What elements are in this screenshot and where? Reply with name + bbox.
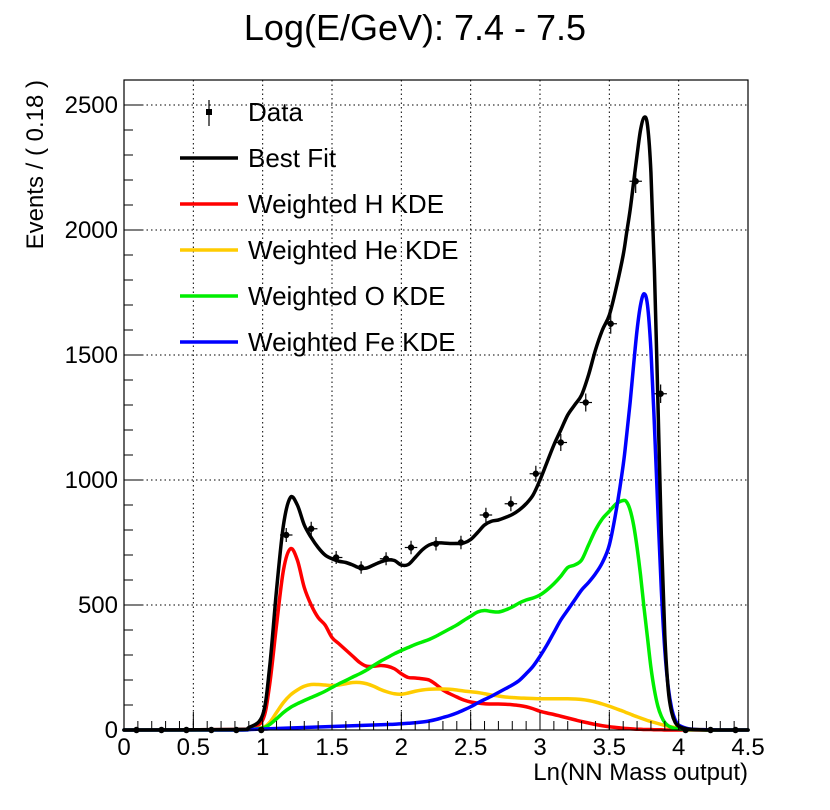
x-tick-label: 2 [395, 734, 408, 761]
series-line-best-fit [122, 115, 750, 732]
series-line-weighted-h-kde [122, 546, 750, 732]
data-point-marker [308, 525, 315, 532]
data-point-marker [607, 320, 614, 327]
data-point [654, 384, 667, 403]
data-point-marker [532, 470, 540, 477]
legend-label: Weighted Fe KDE [248, 327, 456, 357]
x-tick-label: 1.5 [315, 734, 348, 761]
x-tick-label: 4 [672, 734, 685, 761]
axes: 0 0.5 1 1.5 2 2.5 3 3.5 4 4.5 0 500 1000 1500 2000 2500 [65, 79, 765, 761]
data-point [329, 551, 343, 564]
data-point [304, 521, 318, 536]
data-point [529, 465, 543, 482]
y-axis-label: Events / ( 0.18 ) [22, 80, 49, 249]
legend-item-weighted-he-kde: Weighted He KDE [180, 235, 459, 265]
data-point [579, 393, 592, 412]
data-point-marker [382, 555, 390, 562]
y-tick-label: 2500 [65, 92, 118, 119]
series-line-weighted-o-kde [122, 498, 750, 732]
data-point-marker [332, 554, 340, 561]
data-point-marker [582, 399, 589, 406]
data-point-marker [507, 500, 515, 507]
data-point-marker [632, 178, 639, 185]
data-point [280, 528, 293, 542]
chart-title: Log(E/GeV): 7.4 - 7.5 [244, 7, 586, 48]
x-tick-label: 0.5 [177, 734, 210, 761]
data-point [404, 540, 418, 555]
data-point-marker [432, 540, 440, 547]
data-point-marker [457, 539, 465, 546]
data-point [379, 552, 393, 566]
legend-data-marker [206, 109, 212, 115]
data-point [554, 434, 568, 451]
y-tick-label: 0 [105, 717, 118, 744]
data-point-marker [407, 544, 415, 551]
series-line-weighted-he-kde [122, 680, 750, 732]
x-tick-label: 2.5 [454, 734, 487, 761]
legend-label: Data [248, 97, 303, 127]
x-tick-label: 1 [256, 734, 269, 761]
data-point [604, 313, 617, 334]
y-tick-label: 500 [78, 592, 118, 619]
data-point-marker [482, 511, 490, 519]
x-tick-label: 3 [533, 734, 546, 761]
legend-item-best-fit: Best Fit [180, 143, 337, 173]
y-tick-label: 2000 [65, 217, 118, 244]
legend-label: Weighted He KDE [248, 235, 459, 265]
data-point [479, 507, 493, 523]
y-tick-label: 1000 [65, 467, 118, 494]
series-line-weighted-fe-kde [122, 292, 750, 732]
legend-item-weighted-o-kde: Weighted O KDE [180, 281, 446, 311]
legend-item-data: Data [206, 97, 303, 127]
data-point [429, 537, 443, 551]
data-point [354, 561, 368, 574]
legend-item-weighted-h-kde: Weighted H KDE [180, 189, 444, 219]
data-point [504, 496, 518, 512]
grid [124, 80, 748, 730]
data-point-marker [357, 564, 365, 571]
data-point-marker [557, 439, 564, 446]
legend: Data Best Fit Weighted H KDE Weighted He KD… [180, 97, 459, 357]
data-point-marker [283, 531, 290, 539]
x-tick-label: 0 [117, 734, 130, 761]
legend-item-weighted-fe-kde: Weighted Fe KDE [180, 327, 456, 357]
legend-label: Weighted H KDE [248, 189, 444, 219]
data-point [629, 169, 642, 193]
data-point [454, 535, 468, 550]
legend-label: Best Fit [248, 143, 337, 173]
legend-label: Weighted O KDE [248, 281, 446, 311]
x-tick-label: 3.5 [593, 734, 626, 761]
x-tick-label: 4.5 [731, 734, 764, 761]
data-point-marker [657, 390, 664, 397]
y-tick-label: 1500 [65, 342, 118, 369]
curves [122, 115, 750, 732]
x-axis-label: Ln(NN Mass output) [533, 759, 748, 786]
